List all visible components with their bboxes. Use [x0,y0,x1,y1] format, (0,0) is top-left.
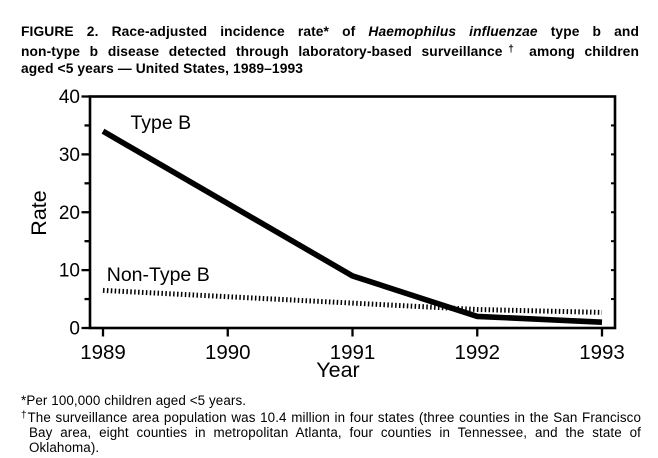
y-axis-title: Rate [27,190,51,235]
x-axis-tick-label: 1993 [579,341,625,364]
figure-title-line: FIGURE 2. Race-adjusted incidence rate* … [21,23,639,41]
y-axis-tick-label: 10 [59,261,80,282]
title-text-segment: FIGURE 2. Race-adjusted incidence rate* … [21,24,369,39]
y-axis-tick-label: 20 [59,203,80,224]
series-label: Type B [130,112,191,134]
series-line-type-b [101,128,603,325]
figure-title-line: non-type b disease detected through labo… [21,41,639,61]
footnote-text: The surveillance area population was 10.… [27,409,641,455]
footnote: †The surveillance area population was 10… [21,409,641,456]
x-axis-tick-label: 1991 [330,341,376,364]
footnote-marker: † [21,409,28,421]
x-axis-tick-label: 1990 [205,341,251,364]
figure-footnotes: *Per 100,000 children aged <5 years. †The… [21,393,641,456]
footnote: *Per 100,000 children aged <5 years. [21,393,641,409]
title-italic-segment: Haemophilus influenzae [368,24,538,39]
title-text-segment: non-type b disease detected through labo… [21,43,503,59]
footnote-marker: * [21,393,27,408]
y-axis-tick-label: 30 [59,145,80,166]
title-text-segment: aged <5 years — United States, 1989–1993 [21,61,304,77]
title-text-segment: among children [519,43,639,59]
x-axis-title: Year [316,358,359,382]
x-axis-tick-label: 1989 [80,341,126,364]
title-text-segment: † [502,43,520,55]
title-text-segment: type b and [537,24,639,39]
figure-title: FIGURE 2. Race-adjusted incidence rate* … [21,23,639,78]
footnote-text: Per 100,000 children aged <5 years. [26,393,247,408]
y-axis-tick-label: 0 [69,319,80,340]
y-axis-tick-label: 40 [59,87,80,108]
x-axis-tick-label: 1992 [454,341,500,364]
series-label: Non-Type B [107,264,210,286]
series-line-non-type-b [102,287,603,315]
figure-title-line: aged <5 years — United States, 1989–1993 [21,60,639,78]
